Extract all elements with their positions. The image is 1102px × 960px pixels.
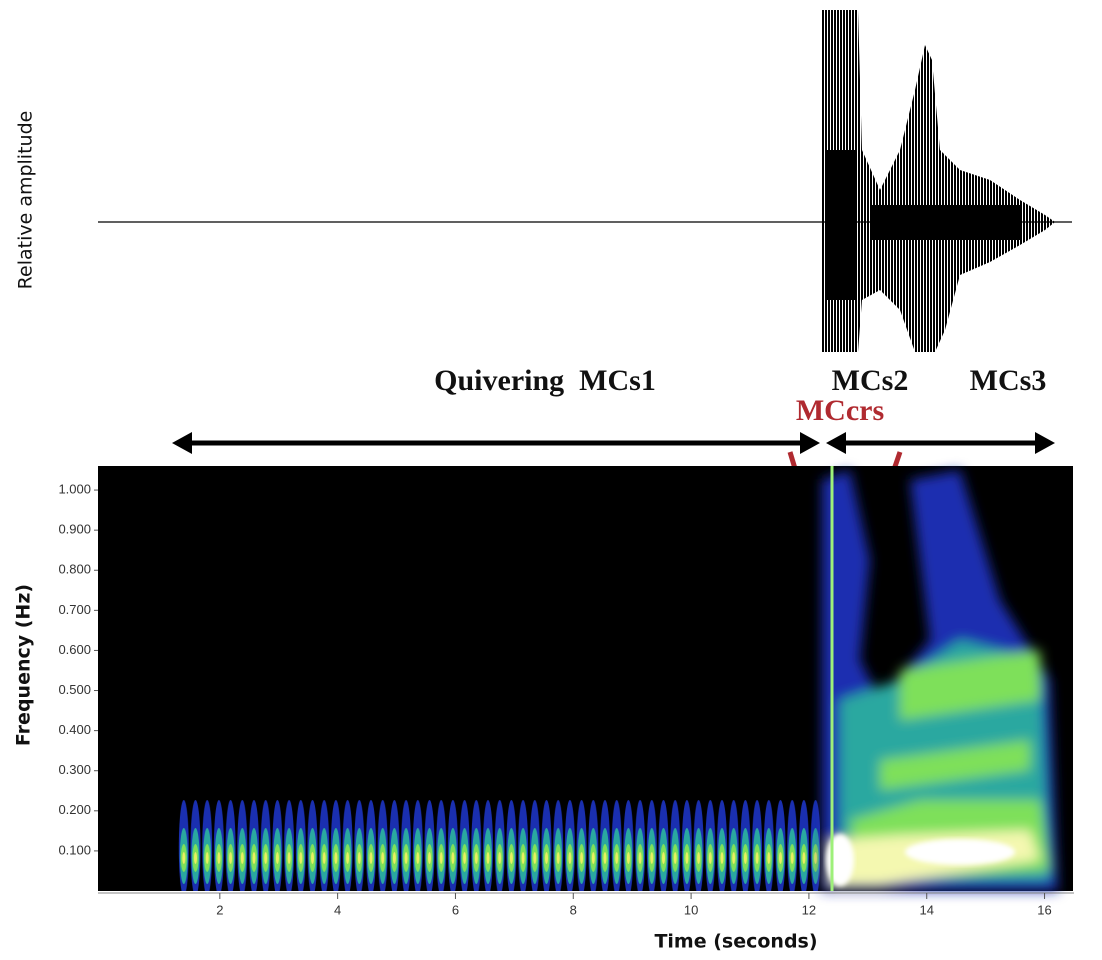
x-tick-label: 12 [802, 902, 816, 917]
y-tick-label: 0.900 [58, 522, 91, 537]
annotation: MCs2 [832, 364, 909, 397]
x-tick-label: 8 [570, 902, 577, 917]
y-tick-label: 0.400 [58, 722, 91, 737]
x-tick-label: 16 [1037, 902, 1051, 917]
x-tick-label: 14 [919, 902, 933, 917]
y-tick-label: 0.300 [58, 762, 91, 777]
y-tick-label: 0.600 [58, 642, 91, 657]
amplitude-label: Relative amplitude [15, 111, 37, 290]
y-tick-label: 1.000 [58, 481, 91, 496]
y-tick-label: 0.800 [58, 562, 91, 577]
y-tick-label: 0.100 [58, 842, 91, 857]
x-tick-label: 2 [216, 902, 223, 917]
y-tick-label: 0.200 [58, 802, 91, 817]
spectrogram [98, 466, 1073, 891]
y-axis-label: Frequency (Hz) [13, 584, 35, 746]
x-axis-label: Time (seconds) [654, 931, 817, 953]
annotation: Quivering MCs1 [434, 364, 656, 397]
annotation: MCs3 [970, 364, 1047, 397]
y-tick-label: 0.700 [58, 602, 91, 617]
annotation: MCcrs [796, 394, 884, 427]
x-tick-label: 10 [684, 902, 698, 917]
x-tick-label: 4 [334, 902, 341, 917]
waveform [98, 10, 1072, 352]
y-tick-label: 0.500 [58, 682, 91, 697]
x-tick-label: 6 [452, 902, 459, 917]
